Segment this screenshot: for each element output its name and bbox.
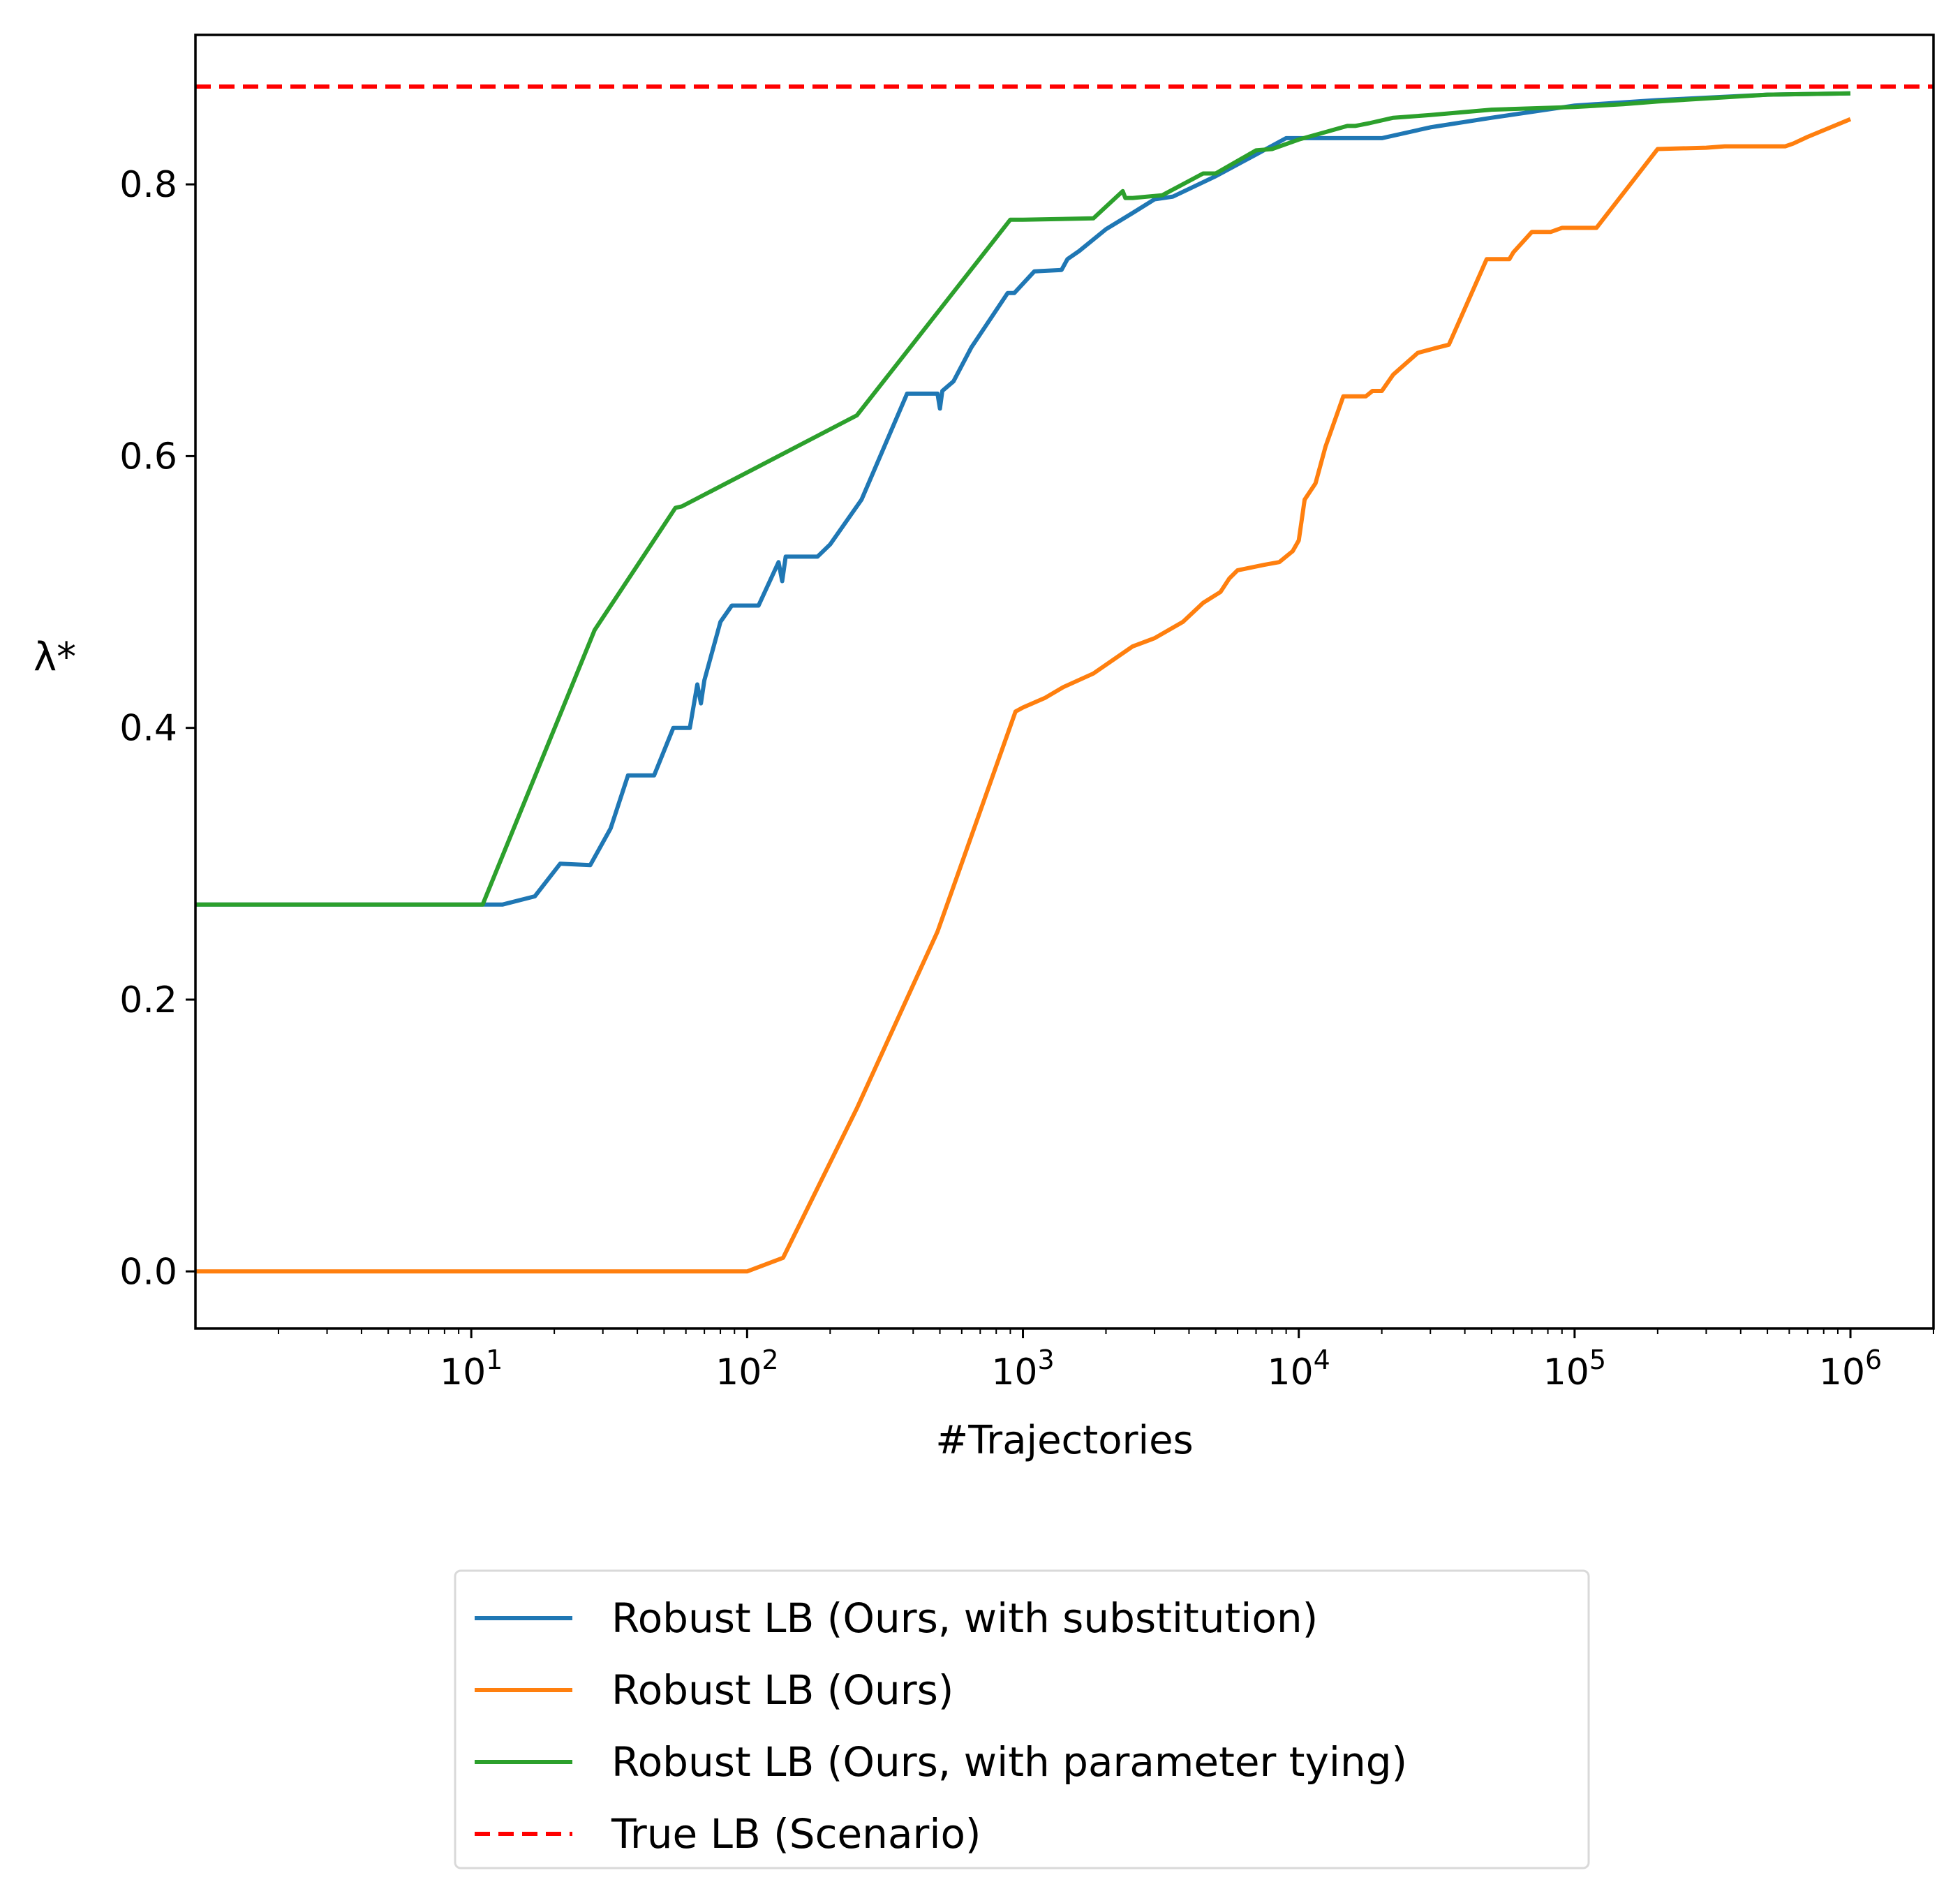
series-line-1 (195, 117, 1852, 1274)
series-line-2 (195, 91, 1851, 907)
series-group (195, 84, 1933, 1274)
legend-label-1: Robust LB (Ours) (611, 1666, 953, 1714)
x-tick-label: 101 (440, 1345, 503, 1393)
y-axis-label: λ* (34, 635, 76, 680)
legend-label-0: Robust LB (Ours, with substitution) (611, 1594, 1318, 1642)
x-tick-label: 104 (1268, 1345, 1330, 1393)
x-tick-label: 106 (1819, 1345, 1882, 1393)
legend-label-3: True LB (Scenario) (611, 1810, 981, 1858)
y-tick-label: 0.2 (119, 979, 177, 1021)
series-line-0 (195, 91, 1851, 907)
x-axis: 101 102 103 104 105 106 (277, 1328, 1934, 1393)
y-tick-label: 0.8 (119, 164, 177, 206)
x-tick-label: 102 (715, 1345, 778, 1393)
x-tick-label: 103 (991, 1345, 1054, 1393)
legend-frame (454, 1569, 1590, 1869)
x-axis-label: #Trajectories (935, 1418, 1193, 1463)
y-tick-label: 0.6 (119, 436, 177, 477)
y-tick-label: 0.0 (119, 1251, 177, 1293)
y-tick-label: 0.4 (119, 708, 177, 750)
legend-label-2: Robust LB (Ours, with parameter tying) (611, 1738, 1407, 1786)
legend: Robust LB (Ours, with substitution) Robus… (454, 1569, 1590, 1869)
y-axis: 0.0 0.2 0.4 0.6 0.8 (119, 164, 195, 1293)
plot-frame (194, 34, 1935, 1330)
x-tick-label: 105 (1543, 1345, 1606, 1393)
